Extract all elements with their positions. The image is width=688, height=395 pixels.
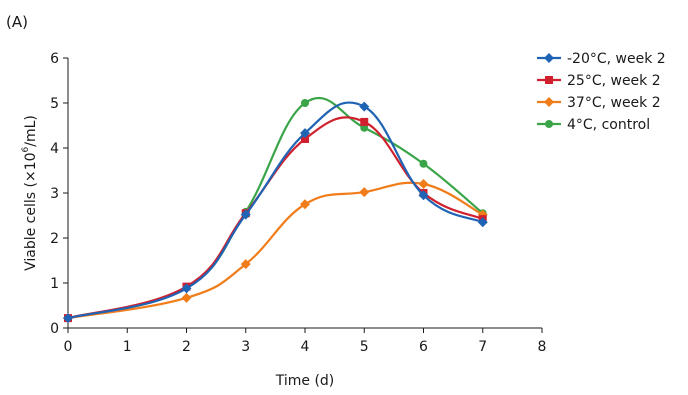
y-axis-title-main: Viable cells (×10 [23, 152, 39, 270]
legend-item: 37°C, week 2 [537, 95, 661, 111]
legend-item: 4°C, control [537, 117, 650, 133]
y-tick-label: 4 [50, 141, 59, 157]
series-3 [64, 98, 487, 322]
series-2 [63, 179, 488, 323]
x-tick-label: 1 [123, 339, 132, 355]
x-tick-label: 3 [241, 339, 250, 355]
data-point [182, 293, 192, 303]
svg-text:Viable cells (×106/mL): Viable cells (×106/mL) [21, 115, 39, 271]
x-tick-label: 5 [360, 339, 369, 355]
x-ticks: 0 1 2 3 4 5 6 7 8 [64, 328, 547, 355]
data-point [420, 160, 428, 168]
y-ticks: 0 1 2 3 4 5 6 [50, 51, 68, 337]
x-axis-title: Time (d) [275, 373, 335, 389]
legend-label: 37°C, week 2 [567, 95, 661, 111]
x-tick-label: 0 [64, 339, 73, 355]
series-layer [63, 98, 488, 323]
series-line [68, 183, 483, 318]
y-axis-title-tail: /mL) [23, 115, 39, 147]
series-line [68, 102, 483, 318]
y-tick-label: 0 [50, 321, 59, 337]
y-tick-label: 2 [50, 231, 59, 247]
y-tick-label: 1 [50, 276, 59, 292]
y-axis-title: Viable cells (×106/mL) [21, 115, 39, 271]
legend-swatch-marker [545, 76, 553, 84]
x-tick-label: 2 [182, 339, 191, 355]
y-tick-label: 5 [50, 96, 59, 112]
legend-swatch-marker [545, 120, 553, 128]
legend-label: 25°C, week 2 [567, 73, 661, 89]
series-line [68, 98, 483, 318]
data-point [301, 99, 309, 107]
legend-label: 4°C, control [567, 117, 650, 133]
data-point [359, 187, 369, 197]
legend-item: 25°C, week 2 [537, 73, 661, 89]
legend-item: -20°C, week 2 [537, 51, 666, 67]
data-point [360, 118, 368, 126]
legend-swatch-marker [544, 97, 554, 107]
data-point [419, 179, 429, 189]
y-tick-label: 6 [50, 51, 59, 67]
y-tick-label: 3 [50, 186, 59, 202]
x-tick-label: 7 [478, 339, 487, 355]
legend-swatch-marker [544, 53, 554, 63]
panel-label: (A) [6, 13, 28, 31]
x-tick-label: 4 [301, 339, 310, 355]
legend-label: -20°C, week 2 [567, 51, 666, 67]
series-0 [63, 102, 488, 324]
legend: -20°C, week 2 25°C, week 2 37°C, week 2 4°C… [537, 51, 666, 133]
x-tick-label: 8 [538, 339, 547, 355]
x-tick-label: 6 [419, 339, 428, 355]
